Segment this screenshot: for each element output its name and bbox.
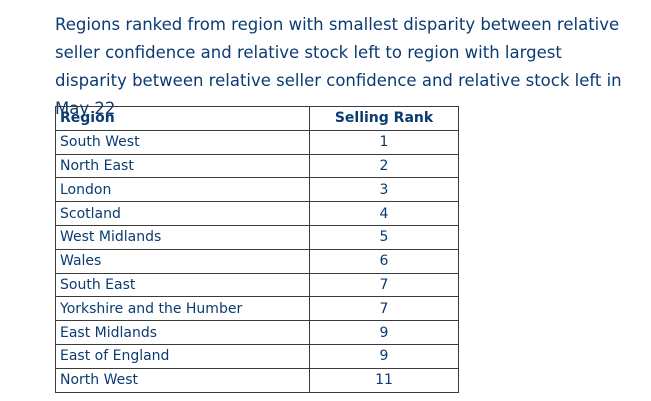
selling-rank-cell: 4 [309, 201, 459, 226]
region-cell: Wales [55, 248, 310, 274]
selling-rank-cell: 1 [309, 129, 459, 155]
table-row: South East 7 [55, 272, 459, 298]
selling-rank-cell: 3 [309, 177, 459, 203]
selling-rank-cell: 6 [309, 248, 459, 274]
table-row: North East 2 [55, 153, 459, 179]
selling-rank-cell: 11 [309, 367, 459, 393]
table-row: London 3 [55, 177, 459, 203]
table-header-row: Region Selling Rank [55, 106, 459, 131]
table-row: East Midlands 9 [55, 320, 459, 345]
ranking-table: Region Selling Rank South West 1 North Eas… [55, 106, 459, 393]
region-cell: East Midlands [55, 320, 310, 345]
selling-rank-cell: 9 [309, 320, 459, 345]
table-row: South West 1 [55, 129, 459, 155]
table-row: East of England 9 [55, 343, 459, 369]
region-cell: Scotland [55, 201, 310, 226]
region-cell: London [55, 177, 310, 203]
table-row: West Midlands 5 [55, 224, 459, 250]
selling-rank-cell: 7 [309, 296, 459, 322]
region-cell: West Midlands [55, 224, 310, 250]
table-row: Yorkshire and the Humber 7 [55, 296, 459, 322]
selling-rank-cell: 7 [309, 272, 459, 298]
selling-rank-cell: 9 [309, 343, 459, 369]
table-row: Scotland 4 [55, 201, 459, 226]
region-cell: North West [55, 367, 310, 393]
selling-rank-cell: 2 [309, 153, 459, 179]
region-cell: North East [55, 153, 310, 179]
region-cell: East of England [55, 343, 310, 369]
header-selling-rank: Selling Rank [309, 106, 459, 131]
region-cell: South East [55, 272, 310, 298]
table-body: South West 1 North East 2 London 3 Scotland 4 We… [55, 129, 459, 393]
header-region: Region [55, 106, 310, 131]
table-row: North West 11 [55, 367, 459, 393]
table-row: Wales 6 [55, 248, 459, 274]
region-cell: South West [55, 129, 310, 155]
selling-rank-cell: 5 [309, 224, 459, 250]
region-cell: Yorkshire and the Humber [55, 296, 310, 322]
